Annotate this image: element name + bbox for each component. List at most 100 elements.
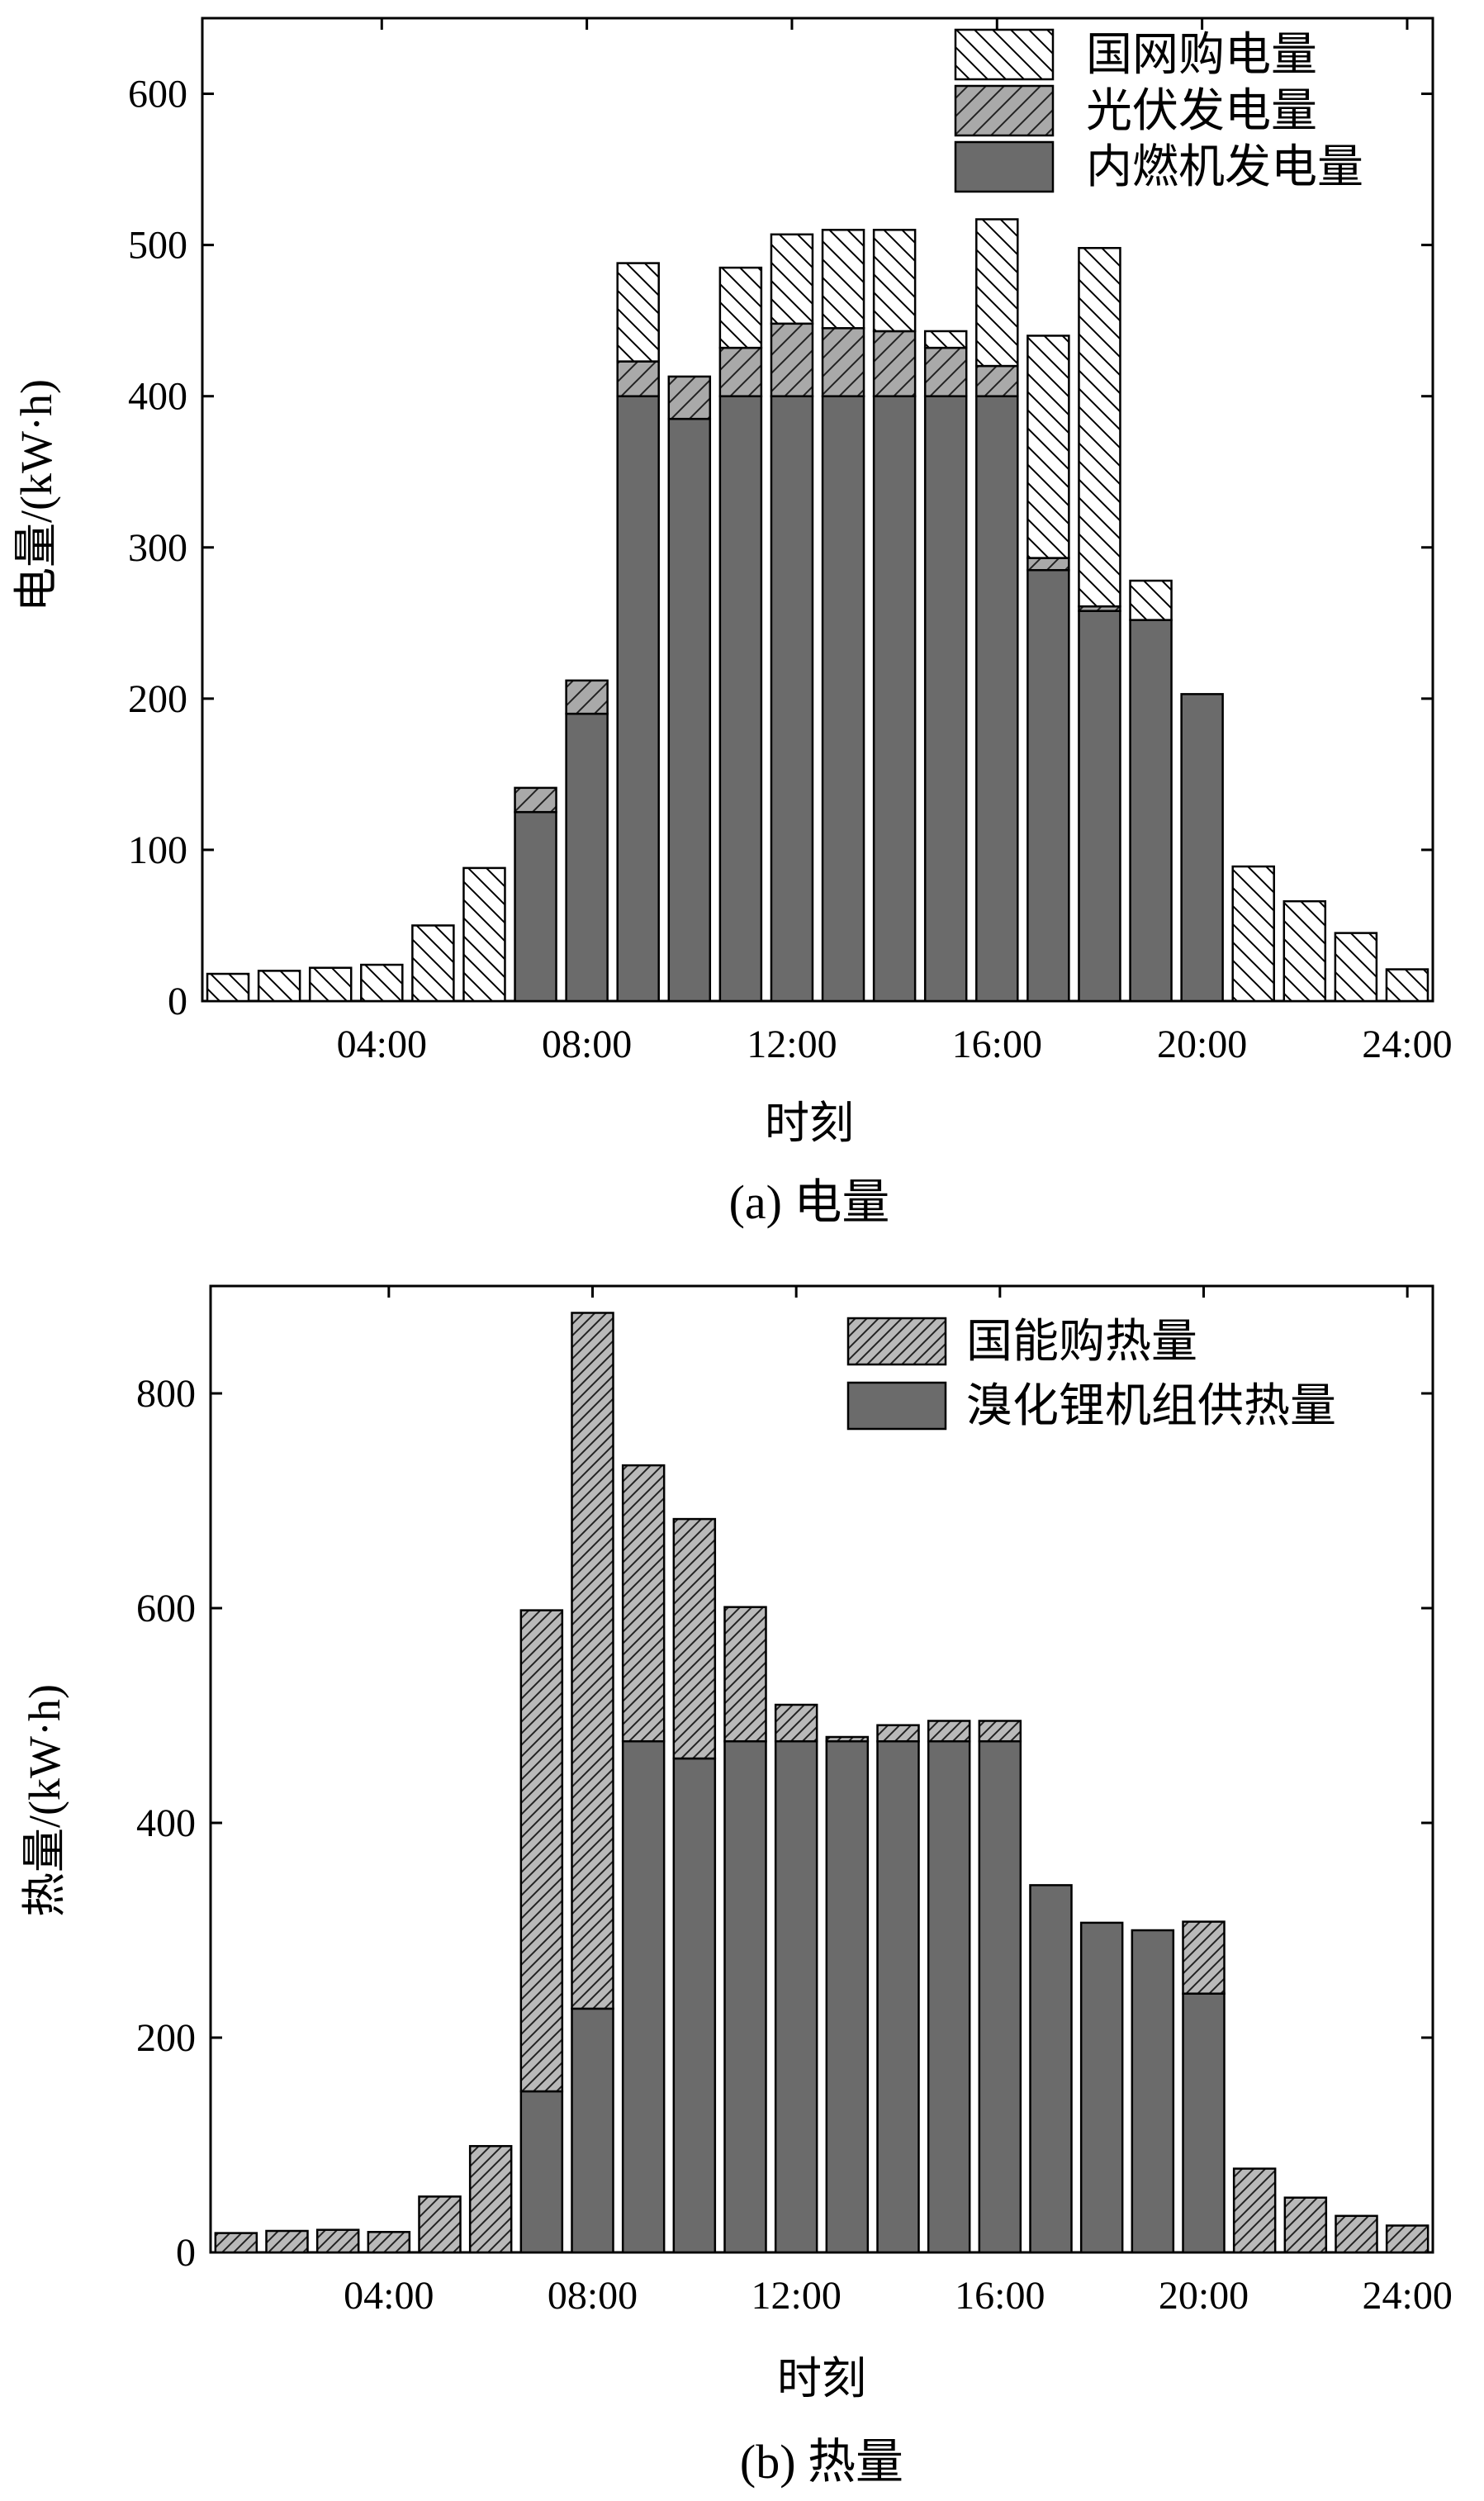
bar-segment <box>718 346 763 397</box>
legend-swatch <box>954 28 1055 81</box>
bar-segment <box>975 218 1019 368</box>
legend-label: 国网购电量 <box>1086 30 1317 81</box>
y-tick-label: 500 <box>128 224 187 268</box>
bar-segment <box>1129 579 1173 621</box>
bar-segment <box>672 1517 717 1760</box>
bar-segment <box>308 966 353 1003</box>
bar-segment <box>723 1606 767 1743</box>
bar-segment <box>723 1739 767 2254</box>
bar-segment <box>616 262 660 363</box>
bar-segment <box>1385 2224 1429 2254</box>
bar-segment <box>718 266 763 349</box>
bar-segment <box>1182 1992 1226 2254</box>
bar-segment <box>315 2228 360 2254</box>
x-tick-label: 04:00 <box>337 1023 427 1066</box>
x-tick-label: 16:00 <box>955 2274 1045 2318</box>
bar-segment <box>462 866 506 1003</box>
bar-segment <box>257 970 301 1003</box>
x-tick-label: 16:00 <box>952 1023 1042 1066</box>
x-tick-label: 24:00 <box>1362 2274 1452 2318</box>
bar-segment <box>774 1739 818 2254</box>
bar-segment <box>825 1735 870 1743</box>
bar-segment <box>1079 1921 1124 2254</box>
y-tick-label: 400 <box>128 375 187 419</box>
electricity-chart-caption: (a) 电量 <box>729 1175 890 1229</box>
electricity-chart: 0 100 200 300 400 500 600 04:00 08:00 12:00 16:00 2… <box>12 17 1453 1229</box>
bar-segment <box>923 395 968 1003</box>
bar-segment <box>468 2145 513 2254</box>
bar-segment <box>978 1720 1022 1743</box>
bar-segment <box>975 364 1019 397</box>
bar-segment <box>1078 247 1121 608</box>
bar-segment <box>1026 568 1070 1003</box>
bar-segment <box>667 417 712 1003</box>
bar-segment <box>821 395 865 1003</box>
y-tick-label: 200 <box>128 677 187 721</box>
bar-segment <box>770 322 814 397</box>
legend-swatch <box>954 140 1055 193</box>
bar-segment <box>616 360 660 397</box>
bar-segment <box>978 1739 1022 2254</box>
bar-segment <box>565 679 609 715</box>
heat-chart-axes: 0 200 400 600 800 04:00 08:00 12:00 16:00 20:00 24… <box>136 1284 1453 2318</box>
y-tick-label: 0 <box>176 2231 196 2275</box>
electricity-chart-bars <box>206 218 1429 1003</box>
heat-chart-caption: (b) 热量 <box>740 2435 903 2489</box>
y-tick-label: 600 <box>136 1587 196 1630</box>
bar-segment <box>1131 1929 1175 2254</box>
bar-segment <box>825 1739 870 2254</box>
electricity-x-axis-title: 时刻 <box>765 1099 854 1148</box>
heat-chart-bars <box>214 1312 1429 2254</box>
legend-swatch <box>846 1381 947 1431</box>
bar-segment <box>1282 899 1327 1003</box>
bar-segment <box>514 810 557 1003</box>
bar-segment <box>1182 1920 1226 1995</box>
y-tick-label: 400 <box>136 1801 196 1845</box>
bar-segment <box>621 1464 666 1743</box>
bar-segment <box>975 395 1019 1003</box>
bar-segment <box>923 346 968 397</box>
x-tick-label: 04:00 <box>344 2274 434 2318</box>
bar-segment <box>927 1720 971 1743</box>
y-tick-label: 0 <box>168 980 187 1023</box>
bar-segment <box>1180 693 1224 1003</box>
bar-segment <box>770 233 814 325</box>
bar-segment <box>672 1757 717 2254</box>
bar-segment <box>1026 335 1070 559</box>
y-tick-label: 200 <box>136 2016 196 2060</box>
bar-segment <box>519 1609 564 2093</box>
bar-segment <box>265 2229 309 2254</box>
x-tick-label: 20:00 <box>1159 2274 1249 2318</box>
y-tick-label: 600 <box>128 73 187 116</box>
bar-segment <box>821 327 865 397</box>
heat-chart: 0 200 400 600 800 04:00 08:00 12:00 16:00 20:00 24… <box>20 1284 1453 2489</box>
bar-segment <box>1385 968 1429 1003</box>
bar-segment <box>923 330 968 349</box>
y-tick-label: 100 <box>128 828 187 872</box>
bar-segment <box>565 712 609 1003</box>
legend-label: 国能购热量 <box>966 1317 1197 1368</box>
bar-segment <box>872 229 917 333</box>
x-tick-label: 24:00 <box>1362 1023 1452 1066</box>
x-tick-label: 12:00 <box>751 2274 841 2318</box>
heat-x-axis-title: 时刻 <box>777 2354 866 2404</box>
bar-segment <box>1335 2214 1378 2254</box>
y-tick-label: 300 <box>128 526 187 570</box>
bar-segment <box>667 375 712 420</box>
bar-segment <box>770 395 814 1003</box>
bar-segment <box>360 963 404 1003</box>
bar-segment <box>514 786 557 814</box>
bar-segment <box>214 2232 258 2254</box>
bar-segment <box>621 1739 666 2254</box>
bar-segment <box>1334 932 1378 1003</box>
x-tick-label: 08:00 <box>542 1023 632 1066</box>
bar-segment <box>571 2007 614 2254</box>
legend-swatch <box>846 1317 947 1366</box>
bar-segment <box>1078 610 1121 1003</box>
legend-swatch <box>954 84 1055 137</box>
bar-segment <box>872 330 917 397</box>
bar-segment <box>1029 1884 1073 2254</box>
